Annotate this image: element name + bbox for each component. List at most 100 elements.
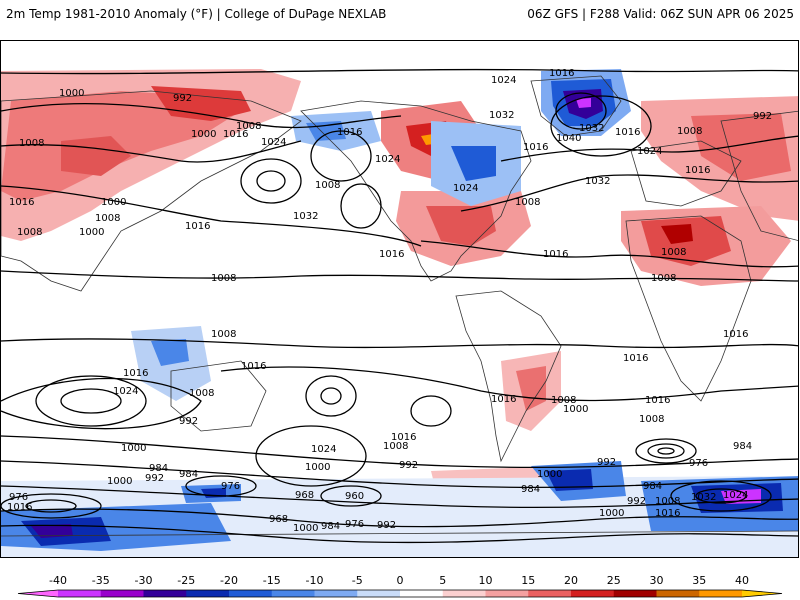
isobar-label: 976 [345, 519, 364, 530]
isobar-label: 992 [145, 473, 164, 484]
isobar-label: 984 [149, 463, 168, 474]
isobar-label: 1008 [651, 273, 676, 284]
colorbar-tick-label: 0 [397, 574, 404, 587]
isobar-label: 984 [179, 469, 198, 480]
colorbar-arrow-high [742, 590, 782, 597]
isobar-label: 984 [321, 521, 340, 532]
isobar-label: 1016 [685, 165, 710, 176]
colorbar-swatch [656, 590, 700, 597]
isobar-label: 976 [689, 458, 708, 469]
isobar-label: 1000 [107, 476, 132, 487]
isobar-label: 1016 [615, 127, 640, 138]
isobar-label: 1008 [315, 180, 340, 191]
isobar-label: 1024 [375, 154, 400, 165]
isobar-label: 960 [345, 491, 364, 502]
colorbar-tick-label: -5 [352, 574, 363, 587]
isobar-label: 1008 [677, 126, 702, 137]
isobar-label: 1000 [599, 508, 624, 519]
colorbar-tick-label: -25 [177, 574, 195, 587]
isobar-label: 1032 [585, 176, 610, 187]
colorbar-swatch [485, 590, 529, 597]
isobar-label: 992 [627, 496, 646, 507]
isobar-label: 1016 [185, 221, 210, 232]
colorbar-tick-label: 15 [521, 574, 535, 587]
isobar-label: 1024 [311, 444, 336, 455]
isobar-label: 1016 [9, 197, 34, 208]
isobar-label: 1024 [491, 75, 516, 86]
colorbar-swatch [442, 590, 486, 597]
isobar-label: 1024 [261, 137, 286, 148]
isobar-label: 992 [753, 111, 772, 122]
isobar-label: 968 [269, 514, 288, 525]
isobar-label: 992 [399, 460, 418, 471]
colorbar-swatch [143, 590, 187, 597]
isobar-label: 992 [377, 520, 396, 531]
header-bar: 2m Temp 1981-2010 Anomaly (°F) | College… [0, 0, 800, 30]
isobar-label: 1008 [17, 227, 42, 238]
isobar-label: 984 [733, 441, 752, 452]
isobar-label: 1024 [453, 183, 478, 194]
isobar-label: 1008 [639, 414, 664, 425]
colorbar-legend: -40 -35 -30 -25 -20 -15 -10 -5 0 5 10 15 20 25 30 35 40 [17, 574, 783, 598]
isobar-label: 1016 [491, 394, 516, 405]
colorbar-swatch [571, 590, 615, 597]
isobar-label: 1000 [191, 129, 216, 140]
isobar-label: 1008 [661, 247, 686, 258]
isobar-label: 1008 [655, 496, 680, 507]
isobar-label: 1016 [379, 249, 404, 260]
isobar-label: 1024 [113, 386, 138, 397]
colorbar-swatch [58, 590, 102, 597]
isobar-label: 984 [643, 481, 662, 492]
isobar-label: 1032 [691, 492, 716, 503]
colorbar-swatch [613, 590, 657, 597]
colorbar-tick-label: -10 [306, 574, 324, 587]
colorbar-tick-label: -15 [263, 574, 281, 587]
colorbar-swatch [357, 590, 401, 597]
isobar-label: 976 [221, 481, 240, 492]
isobar-label: 1032 [293, 211, 318, 222]
colorbar-tick-label: 5 [439, 574, 446, 587]
map-title: 2m Temp 1981-2010 Anomaly (°F) | College… [6, 7, 387, 21]
isobar-label: 1008 [211, 329, 236, 340]
colorbar-tick-label: -40 [49, 574, 67, 587]
colorbar-tick-label: -30 [135, 574, 153, 587]
isobar-label: 1000 [101, 197, 126, 208]
isobar-label: 976 [9, 492, 28, 503]
isobar-label: 1016 [7, 502, 32, 513]
isobar-label: 1016 [241, 361, 266, 372]
isobar-label: 1008 [19, 138, 44, 149]
isobar-label: 1016 [645, 395, 670, 406]
isobar-label: 992 [597, 457, 616, 468]
map-panel: 1016 1024 1000 992 1008 1000 1016 1008 1… [0, 40, 799, 558]
isobar-label: 1016 [391, 432, 416, 443]
colorbar-tick-label: -35 [92, 574, 110, 587]
isobar-label: 1008 [515, 197, 540, 208]
colorbar-swatch [528, 590, 572, 597]
colorbar-tick-label: 40 [735, 574, 749, 587]
isobar-label: 1000 [121, 443, 146, 454]
isobar-label: 968 [295, 490, 314, 501]
isobar-label: 1008 [383, 441, 408, 452]
isobar-label: 992 [179, 416, 198, 427]
colorbar-tick-label: 35 [692, 574, 706, 587]
colorbar-tick-label: -20 [220, 574, 238, 587]
isobar-label: 1008 [236, 121, 261, 132]
isobar-label: 1008 [551, 395, 576, 406]
isobar-label: 1016 [623, 353, 648, 364]
isobar-label: 1016 [223, 129, 248, 140]
isobar-label: 1016 [543, 249, 568, 260]
isobar-label: 1000 [537, 469, 562, 480]
isobar-label: 1000 [59, 88, 84, 99]
isobar-label: 1016 [523, 142, 548, 153]
colorbar-outline [17, 589, 783, 598]
isobar-label: 1024 [637, 146, 662, 157]
isobar-label: 1016 [723, 329, 748, 340]
isobars [1, 68, 798, 544]
colorbar-tick-label: 30 [650, 574, 664, 587]
colorbar-swatch [271, 590, 315, 597]
isobar-label: 1032 [579, 123, 604, 134]
colorbar-tick-label: 25 [607, 574, 621, 587]
isobar-label: 1008 [95, 213, 120, 224]
isobar-label: 1024 [723, 490, 748, 501]
colorbar-tick-label: 10 [479, 574, 493, 587]
